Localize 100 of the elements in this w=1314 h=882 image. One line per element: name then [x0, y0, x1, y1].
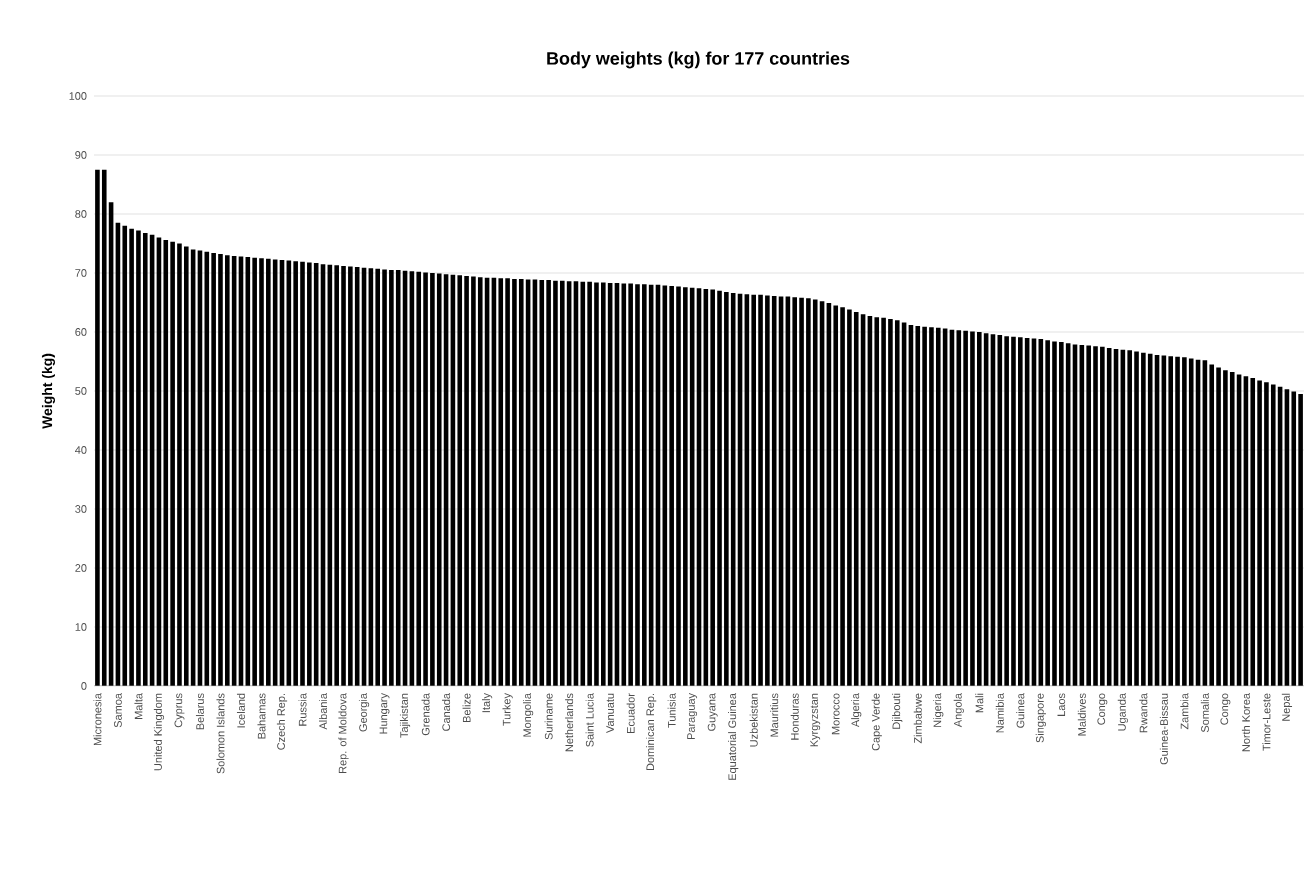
bar [1052, 341, 1057, 686]
bar [724, 291, 729, 686]
bar [471, 276, 476, 686]
bar [1250, 378, 1256, 686]
bar [1209, 364, 1215, 686]
bar [1270, 384, 1276, 686]
bar [252, 257, 257, 686]
bar [423, 272, 428, 686]
bar [847, 309, 852, 686]
bar [101, 169, 107, 686]
bar [218, 254, 223, 686]
bar [812, 299, 818, 686]
bar [628, 283, 633, 686]
bar [389, 270, 394, 686]
bar [881, 317, 886, 686]
bar [935, 327, 941, 686]
bar [1223, 370, 1228, 686]
bar [765, 295, 770, 686]
bar [266, 258, 271, 686]
bar [170, 241, 175, 686]
bar [395, 270, 401, 686]
bar [211, 252, 216, 686]
bar [341, 265, 346, 686]
bar [1004, 336, 1009, 686]
bar [129, 228, 134, 686]
bar [505, 278, 510, 686]
bar [163, 239, 169, 686]
bar [1168, 356, 1174, 686]
bar [929, 327, 934, 686]
bar [1182, 357, 1187, 686]
bar [430, 272, 435, 686]
bar [375, 268, 380, 686]
bar [307, 262, 312, 686]
bar [382, 269, 387, 686]
chart-title: Body weights (kg) for 177 countries [547, 51, 850, 69]
bar [751, 294, 756, 686]
bar [477, 277, 483, 686]
bar [512, 278, 517, 686]
bar [1011, 336, 1016, 686]
bar [833, 305, 839, 686]
bar [95, 169, 100, 686]
bar [498, 278, 504, 686]
bar [799, 297, 804, 686]
bar [840, 307, 845, 686]
bar [922, 326, 927, 686]
bar [136, 230, 141, 686]
bar [1298, 393, 1303, 686]
bar [348, 266, 353, 686]
bar [559, 280, 565, 686]
bar [792, 297, 798, 686]
bar [669, 285, 674, 686]
bar [874, 317, 880, 686]
bar [300, 261, 305, 686]
bar [1229, 372, 1235, 686]
bar [334, 265, 339, 686]
bar [956, 330, 962, 686]
bar [1264, 382, 1269, 686]
bar [1216, 367, 1221, 686]
bar [976, 331, 982, 686]
bar [970, 331, 975, 686]
bar [1093, 346, 1098, 686]
bar [894, 320, 900, 686]
bar [122, 225, 128, 686]
bar [546, 280, 551, 686]
bar [1175, 356, 1180, 686]
bar [580, 281, 586, 686]
bar [1086, 345, 1091, 686]
bar [259, 258, 264, 686]
bar [717, 290, 722, 686]
bar [1127, 350, 1132, 686]
bar [1257, 380, 1262, 686]
bar [635, 284, 640, 686]
bar [587, 281, 592, 686]
bar [683, 287, 688, 686]
bar [177, 243, 182, 686]
bar [676, 286, 681, 686]
bar [1291, 391, 1297, 686]
bar [1100, 346, 1105, 686]
bar [1059, 342, 1064, 686]
bar [553, 280, 558, 686]
bar [1045, 340, 1050, 686]
bar [771, 296, 777, 686]
bar [758, 294, 763, 686]
bar [457, 275, 463, 686]
bar [1141, 352, 1146, 686]
bar [1188, 358, 1194, 686]
bar [293, 261, 298, 686]
bar [518, 278, 524, 686]
bar [963, 330, 968, 686]
bar [594, 282, 599, 686]
bar [642, 284, 647, 686]
bar [888, 319, 893, 686]
bar [915, 326, 921, 686]
bar [853, 311, 859, 686]
bar [806, 298, 811, 686]
bar [183, 246, 189, 686]
bar [416, 271, 422, 686]
bar [1147, 353, 1153, 686]
bar [539, 280, 545, 686]
bar [601, 282, 606, 686]
